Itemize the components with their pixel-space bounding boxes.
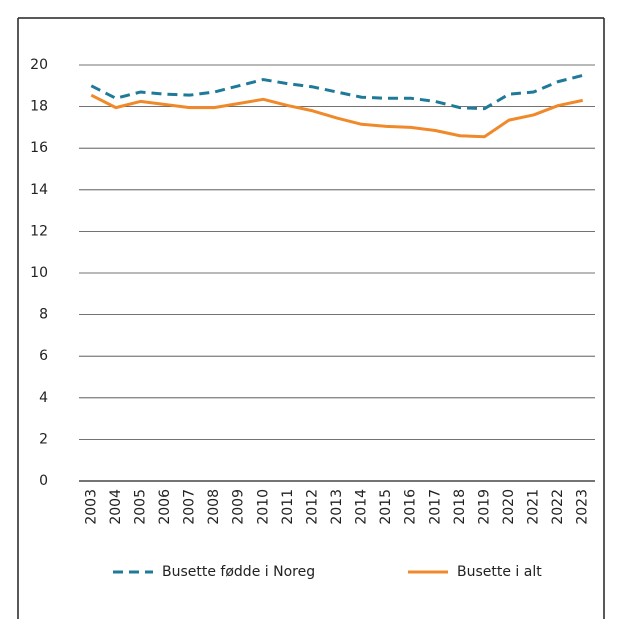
x-tick-label: 2023 <box>575 489 591 525</box>
x-tick-label: 2010 <box>255 489 271 525</box>
legend-label: Busette i alt <box>457 564 542 580</box>
y-tick-label: 16 <box>30 140 48 156</box>
x-tick-label: 2004 <box>108 489 124 525</box>
x-tick-label: 2021 <box>526 489 542 525</box>
y-tick-label: 8 <box>39 307 48 323</box>
legend-label: Busette fødde i Noreg <box>162 564 315 580</box>
y-tick-label: 18 <box>30 99 48 115</box>
y-tick-label: 0 <box>39 473 48 489</box>
x-tick-label: 2022 <box>550 489 566 525</box>
x-tick-label: 2015 <box>378 489 394 525</box>
x-tick-label: 2019 <box>476 489 492 525</box>
x-tick-label: 2014 <box>354 489 370 525</box>
x-tick-label: 2006 <box>157 489 173 525</box>
y-tick-label: 12 <box>30 223 48 239</box>
x-tick-label: 2009 <box>231 489 247 525</box>
x-tick-label: 2003 <box>83 489 99 525</box>
y-tick-label: 4 <box>39 390 48 406</box>
x-tick-label: 2020 <box>501 489 517 525</box>
x-tick-label: 2018 <box>452 489 468 525</box>
x-tick-label: 2005 <box>132 489 148 525</box>
x-tick-label: 2012 <box>304 489 320 525</box>
x-tick-label: 2013 <box>329 489 345 525</box>
x-tick-label: 2011 <box>280 489 296 525</box>
series-line <box>90 93 584 139</box>
y-tick-label: 2 <box>39 431 48 447</box>
x-tick-label: 2016 <box>403 489 419 525</box>
x-tick-label: 2007 <box>182 489 198 525</box>
x-tick-label: 2017 <box>427 489 443 525</box>
y-tick-label: 6 <box>39 348 48 364</box>
y-tick-label: 20 <box>30 57 48 73</box>
series-line <box>90 73 584 111</box>
y-tick-label: 14 <box>30 182 48 198</box>
x-tick-label: 2008 <box>206 489 222 525</box>
y-tick-label: 10 <box>30 265 48 281</box>
